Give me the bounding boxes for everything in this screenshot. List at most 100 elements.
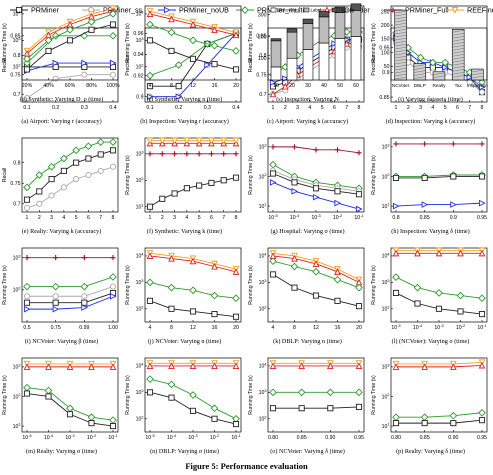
plot-frame	[21, 247, 119, 323]
data-point	[270, 144, 276, 150]
data-point	[167, 283, 176, 292]
data-point	[355, 191, 363, 198]
bar-hatch	[471, 75, 484, 79]
chart-caption: (j) NCVoter: Varying n (time)	[147, 338, 222, 345]
data-point	[189, 407, 197, 414]
data-point	[81, 299, 88, 306]
bar	[350, 3, 362, 11]
x-tick-label: 1	[395, 105, 398, 111]
bar-hatch	[452, 63, 465, 66]
series-PRMiner	[23, 21, 117, 73]
x-tick-label: 4	[272, 325, 275, 331]
x-tick-label: 10-2	[210, 434, 219, 441]
series-line	[149, 39, 237, 70]
data-point	[36, 200, 43, 207]
x-tick-label: 4	[62, 215, 65, 221]
x-tick-label: 3	[419, 105, 422, 111]
data-point	[210, 291, 219, 300]
bar-hatch	[452, 33, 465, 36]
y-axis-label: Running Time (s)	[248, 375, 254, 415]
data-point	[232, 174, 240, 181]
data-point	[210, 404, 219, 413]
data-point	[168, 394, 175, 401]
legend-marker	[451, 6, 459, 14]
data-point	[183, 185, 190, 192]
x-tick-label: 50	[337, 83, 343, 89]
data-point	[23, 390, 31, 397]
x-tick-label: 0.1	[146, 105, 153, 111]
bar-hatch	[452, 36, 465, 39]
y-axis-label: Running Time (s)	[248, 23, 254, 63]
data-point	[435, 249, 443, 257]
data-point	[109, 138, 117, 146]
plot-frame	[390, 357, 488, 433]
bar-hatch	[452, 39, 465, 42]
x-tick-label: 0.95	[477, 435, 487, 441]
data-point	[392, 249, 400, 257]
series-line	[272, 274, 360, 307]
data-point	[109, 10, 117, 18]
bar-hatch	[394, 43, 407, 47]
y-tick-label: 103	[136, 389, 144, 396]
x-tick-label: 10-4	[167, 434, 176, 441]
y-tick-label: 0.96	[133, 31, 143, 37]
bar-legend-entry: Discovery	[270, 8, 298, 13]
series-PRMiner	[23, 289, 117, 306]
data-point	[334, 188, 341, 195]
data-point	[23, 183, 31, 192]
bar-legend-entry: Label	[303, 8, 321, 13]
plot-frame	[390, 137, 488, 213]
data-point	[24, 255, 30, 261]
x-tick-label: 0.90	[325, 435, 335, 441]
y-tick-label: 102	[136, 305, 144, 312]
bar-hatch	[433, 75, 445, 78]
y-axis-label: Running Time (s)	[371, 23, 377, 63]
x-tick-label: 10-4	[290, 214, 299, 221]
data-point	[478, 78, 486, 87]
x-tick-label: 10-1	[354, 214, 363, 221]
series-DCFinder	[23, 363, 117, 370]
data-point	[196, 182, 203, 189]
data-point	[449, 411, 458, 420]
series-PRMiner_ss	[23, 163, 117, 211]
y-tick-label: 200	[381, 23, 390, 29]
x-tick-label: 7	[222, 215, 225, 221]
x-tick-label: 10	[273, 83, 279, 89]
data-point	[478, 361, 486, 369]
x-tick-label: 10-5	[145, 434, 154, 441]
series-PRMiner	[392, 417, 486, 427]
y-tick-label: 102	[259, 415, 267, 422]
data-point	[269, 257, 277, 266]
data-point	[66, 37, 74, 44]
data-point	[429, 58, 437, 67]
chart-panel-c: Recall 0.7 0.75 0.8 0.85 1 2 3 4 5 6 7 8 (c) Airport:…	[246, 22, 369, 132]
x-tick-label: 0.85	[420, 215, 430, 221]
data-point	[171, 137, 178, 145]
series-line	[396, 361, 483, 365]
series-PRMiner	[146, 297, 240, 320]
series-line	[396, 412, 483, 418]
bar-legend-entry: Filtering	[331, 8, 355, 13]
chart-svg: Running Time (s) 102 103 0.5 0.75 0.99 1.00	[2, 247, 119, 331]
x-tick-label: 0.95	[354, 435, 364, 441]
y-axis-label: Running Time (s)	[2, 23, 8, 63]
series-PRMiner_multi	[23, 383, 117, 424]
data-point	[211, 61, 218, 68]
series-PRMiner_noUB	[392, 199, 486, 210]
y-axis-label: Recall	[2, 58, 8, 72]
x-tick-label: 20	[233, 325, 239, 331]
x-tick-label: 5	[75, 215, 78, 221]
y-tick-label: 0.75	[10, 181, 20, 187]
y-tick-label: 0.85	[379, 95, 389, 101]
data-point	[88, 420, 95, 427]
y-tick-label: 102	[136, 63, 144, 70]
data-point	[175, 93, 183, 101]
data-point	[450, 173, 457, 180]
data-point	[232, 47, 240, 55]
data-point	[208, 137, 215, 145]
series-PRMiner_Full	[393, 141, 485, 147]
data-point	[326, 388, 335, 397]
chart-panel-n: Running Time (s) 102 103 104 10-5 10-4 10-3 10-…	[123, 352, 246, 462]
bar	[270, 40, 282, 68]
chart-caption: (h) Inspection: Varying δ (time)	[391, 228, 470, 235]
